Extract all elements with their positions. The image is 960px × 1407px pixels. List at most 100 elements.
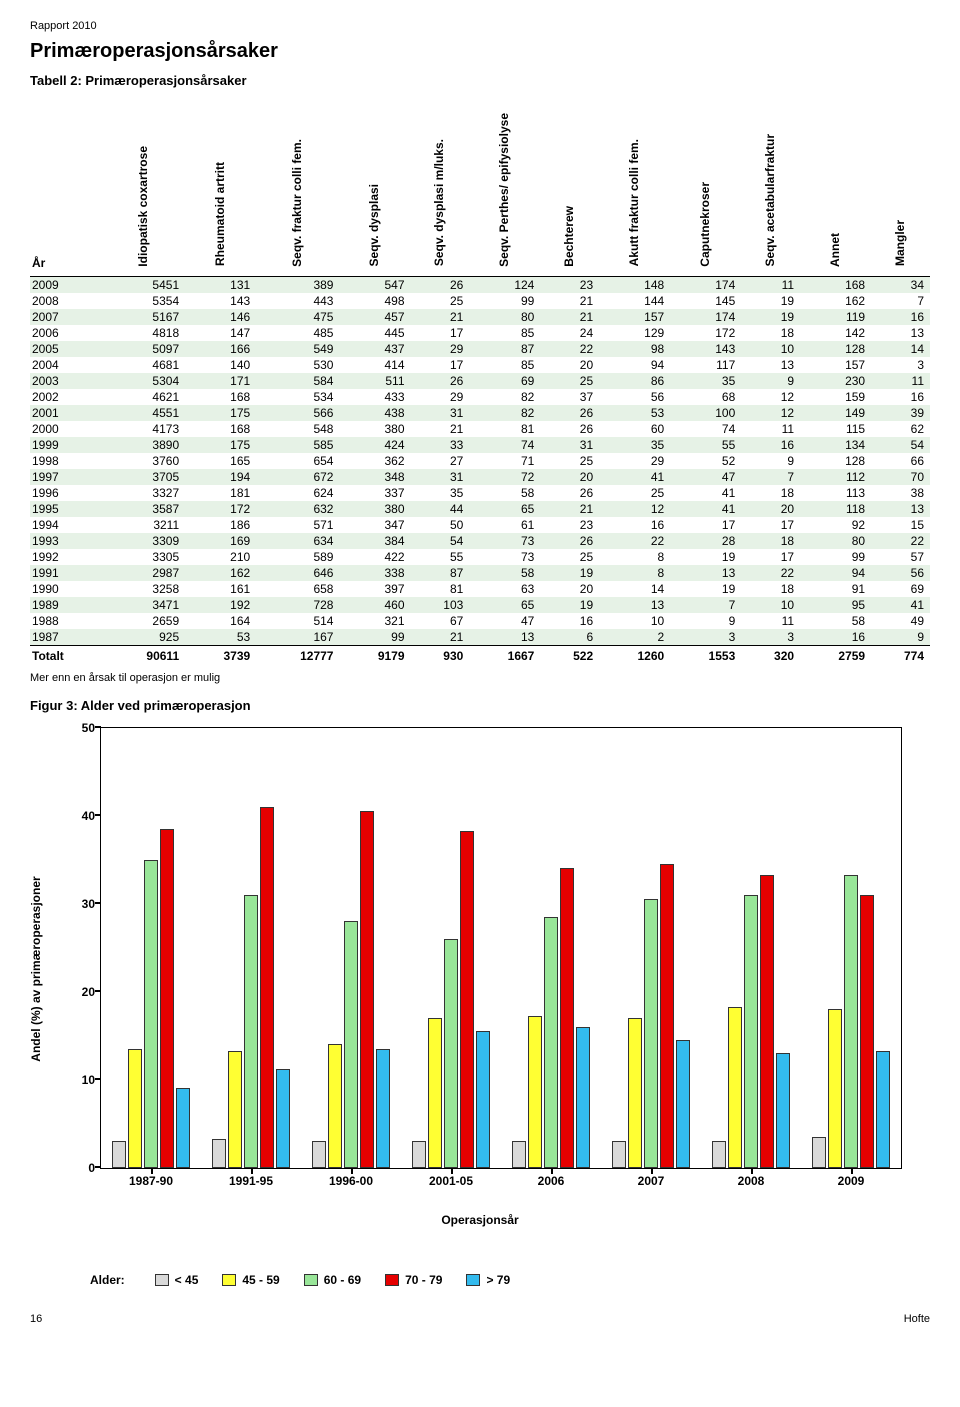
value-cell: 20 bbox=[741, 501, 800, 517]
bar bbox=[476, 1031, 490, 1167]
value-cell: 60 bbox=[599, 421, 670, 437]
value-cell: 161 bbox=[185, 581, 256, 597]
value-cell: 99 bbox=[339, 629, 410, 646]
value-cell: 460 bbox=[339, 597, 410, 613]
value-cell: 117 bbox=[670, 357, 741, 373]
bar bbox=[744, 895, 758, 1168]
bar bbox=[560, 868, 574, 1167]
value-cell: 511 bbox=[339, 373, 410, 389]
y-tick-label: 0 bbox=[65, 1161, 95, 1175]
x-tick-label: 1996-00 bbox=[329, 1174, 373, 1188]
col-header: Idiopatisk coxartrose bbox=[103, 106, 185, 276]
value-cell: 424 bbox=[339, 437, 410, 453]
bar bbox=[328, 1044, 342, 1167]
bar-group bbox=[806, 875, 896, 1167]
value-cell: 157 bbox=[800, 357, 871, 373]
value-cell: 9 bbox=[741, 373, 800, 389]
legend-item: < 45 bbox=[155, 1273, 199, 1287]
table-footnote: Mer enn en årsak til operasjon er mulig bbox=[30, 672, 930, 684]
value-cell: 566 bbox=[256, 405, 339, 421]
value-cell: 397 bbox=[339, 581, 410, 597]
footer-label: Hofte bbox=[904, 1313, 930, 1325]
value-cell: 321 bbox=[339, 613, 410, 629]
table-row: 19882659164514321674716109115849 bbox=[30, 613, 930, 629]
value-cell: 103 bbox=[411, 597, 470, 613]
value-cell: 549 bbox=[256, 341, 339, 357]
value-cell: 31 bbox=[411, 405, 470, 421]
value-cell: 13 bbox=[871, 501, 930, 517]
value-cell: 113 bbox=[800, 485, 871, 501]
y-tick-label: 10 bbox=[65, 1073, 95, 1087]
value-cell: 337 bbox=[339, 485, 410, 501]
report-header: Rapport 2010 bbox=[30, 20, 930, 32]
value-cell: 128 bbox=[800, 453, 871, 469]
value-cell: 11 bbox=[741, 276, 800, 293]
table-row: 1996332718162433735582625411811338 bbox=[30, 485, 930, 501]
bar-group bbox=[106, 829, 196, 1168]
table-row: 199032581616583978163201419189169 bbox=[30, 581, 930, 597]
value-cell: 165 bbox=[185, 453, 256, 469]
year-cell: 2004 bbox=[30, 357, 103, 373]
value-cell: 86 bbox=[599, 373, 670, 389]
value-cell: 347 bbox=[339, 517, 410, 533]
value-cell: 157 bbox=[599, 309, 670, 325]
value-cell: 66 bbox=[871, 453, 930, 469]
value-cell: 3890 bbox=[103, 437, 185, 453]
col-header: Annet bbox=[800, 106, 871, 276]
value-cell: 49 bbox=[871, 613, 930, 629]
value-cell: 728 bbox=[256, 597, 339, 613]
bar bbox=[360, 811, 374, 1167]
value-cell: 5167 bbox=[103, 309, 185, 325]
value-cell: 31 bbox=[411, 469, 470, 485]
total-cell: 3739 bbox=[185, 645, 256, 666]
value-cell: 168 bbox=[185, 421, 256, 437]
value-cell: 58 bbox=[800, 613, 871, 629]
value-cell: 124 bbox=[469, 276, 540, 293]
value-cell: 58 bbox=[469, 565, 540, 581]
value-cell: 159 bbox=[800, 389, 871, 405]
bar bbox=[444, 939, 458, 1168]
x-axis-label: Operasjonsår bbox=[441, 1213, 518, 1227]
value-cell: 31 bbox=[540, 437, 599, 453]
value-cell: 17 bbox=[670, 517, 741, 533]
value-cell: 3327 bbox=[103, 485, 185, 501]
value-cell: 498 bbox=[339, 293, 410, 309]
value-cell: 166 bbox=[185, 341, 256, 357]
value-cell: 144 bbox=[599, 293, 670, 309]
value-cell: 167 bbox=[256, 629, 339, 646]
value-cell: 26 bbox=[540, 485, 599, 501]
value-cell: 58 bbox=[469, 485, 540, 501]
bar bbox=[212, 1139, 226, 1167]
year-cell: 1999 bbox=[30, 437, 103, 453]
value-cell: 15 bbox=[871, 517, 930, 533]
value-cell: 17 bbox=[741, 517, 800, 533]
value-cell: 94 bbox=[800, 565, 871, 581]
value-cell: 4818 bbox=[103, 325, 185, 341]
bar bbox=[728, 1007, 742, 1167]
value-cell: 128 bbox=[800, 341, 871, 357]
value-cell: 17 bbox=[411, 325, 470, 341]
value-cell: 92 bbox=[800, 517, 871, 533]
value-cell: 21 bbox=[540, 501, 599, 517]
year-cell: 2000 bbox=[30, 421, 103, 437]
bar bbox=[628, 1018, 642, 1168]
value-cell: 34 bbox=[871, 276, 930, 293]
value-cell: 85 bbox=[469, 357, 540, 373]
table-row: 2000417316854838021812660741111562 bbox=[30, 421, 930, 437]
value-cell: 485 bbox=[256, 325, 339, 341]
value-cell: 16 bbox=[599, 517, 670, 533]
value-cell: 514 bbox=[256, 613, 339, 629]
value-cell: 2987 bbox=[103, 565, 185, 581]
value-cell: 10 bbox=[741, 341, 800, 357]
value-cell: 22 bbox=[599, 533, 670, 549]
value-cell: 25 bbox=[540, 453, 599, 469]
value-cell: 25 bbox=[540, 373, 599, 389]
value-cell: 33 bbox=[411, 437, 470, 453]
bar-group bbox=[406, 831, 496, 1167]
value-cell: 26 bbox=[540, 405, 599, 421]
value-cell: 24 bbox=[540, 325, 599, 341]
legend-label: 70 - 79 bbox=[405, 1273, 442, 1287]
value-cell: 547 bbox=[339, 276, 410, 293]
value-cell: 65 bbox=[469, 501, 540, 517]
value-cell: 530 bbox=[256, 357, 339, 373]
